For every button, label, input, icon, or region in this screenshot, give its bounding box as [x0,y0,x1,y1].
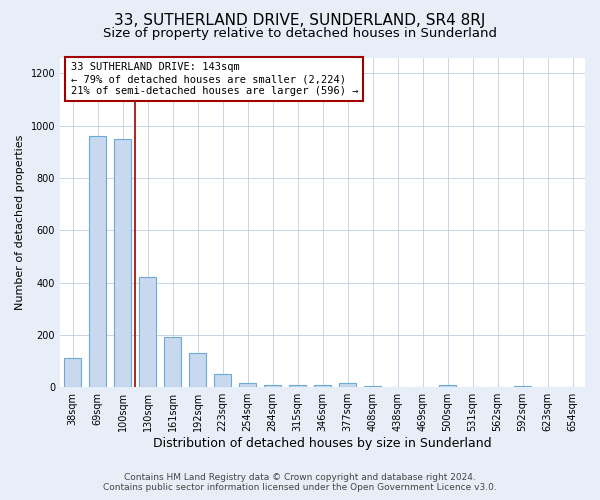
X-axis label: Distribution of detached houses by size in Sunderland: Distribution of detached houses by size … [153,437,492,450]
Bar [289,384,306,387]
Bar [114,138,131,387]
Bar [439,384,456,387]
Bar [214,374,231,387]
Bar [189,353,206,387]
Bar [139,278,156,387]
Bar [264,384,281,387]
Y-axis label: Number of detached properties: Number of detached properties [15,134,25,310]
Bar [514,386,531,387]
Text: Contains HM Land Registry data © Crown copyright and database right 2024.
Contai: Contains HM Land Registry data © Crown c… [103,473,497,492]
Bar [314,384,331,387]
Bar [164,338,181,387]
Bar [239,384,256,387]
Bar [89,136,106,387]
Text: 33, SUTHERLAND DRIVE, SUNDERLAND, SR4 8RJ: 33, SUTHERLAND DRIVE, SUNDERLAND, SR4 8R… [115,12,485,28]
Text: Size of property relative to detached houses in Sunderland: Size of property relative to detached ho… [103,28,497,40]
Bar [64,358,81,387]
Text: 33 SUTHERLAND DRIVE: 143sqm
← 79% of detached houses are smaller (2,224)
21% of : 33 SUTHERLAND DRIVE: 143sqm ← 79% of det… [71,62,358,96]
Bar [339,384,356,387]
Bar [364,386,381,387]
